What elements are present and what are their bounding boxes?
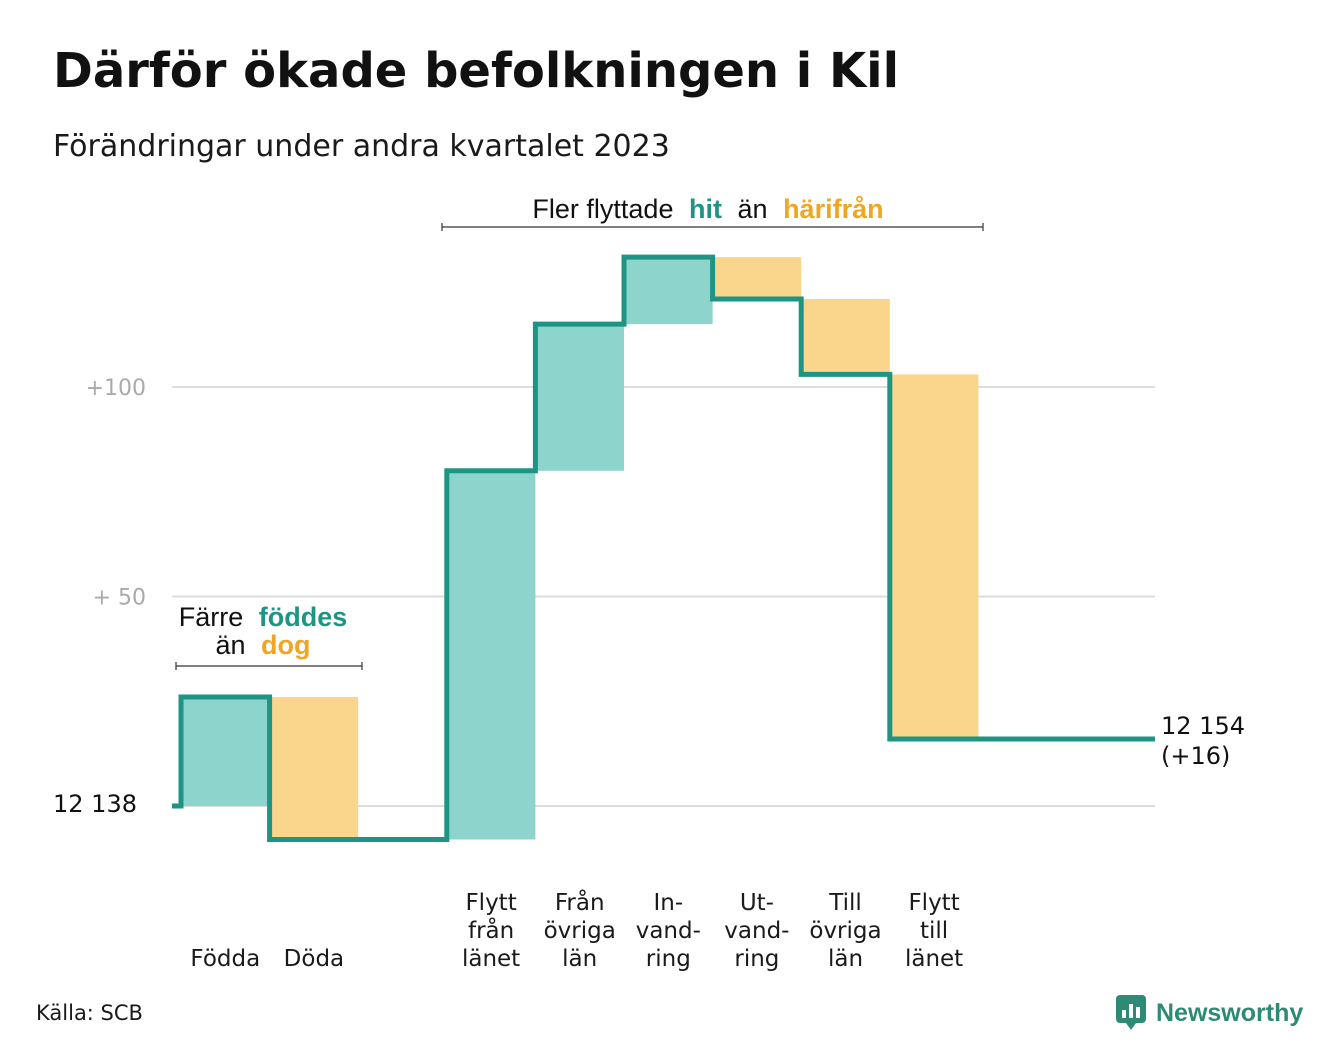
end-change-label: (+16) xyxy=(1161,742,1230,770)
waterfall-bar xyxy=(535,324,624,471)
waterfall-bar xyxy=(712,257,802,300)
category-label: från xyxy=(468,916,514,944)
category-label: övriga xyxy=(809,918,881,944)
step-line-group xyxy=(172,254,1155,843)
category-label: Födda xyxy=(190,946,260,972)
waterfall-bar xyxy=(624,257,713,325)
brand-name: Newsworthy xyxy=(1156,998,1304,1027)
category-label: In- xyxy=(653,890,683,916)
category-label: Flytt xyxy=(465,890,516,916)
category-label: län xyxy=(828,946,863,972)
category-label: vand- xyxy=(724,918,789,944)
category-label: Flytt xyxy=(908,890,959,916)
births-annotation-highlight: föddes xyxy=(259,602,348,632)
category-label: Ut- xyxy=(740,890,774,916)
waterfall-bar xyxy=(181,697,270,806)
category-label: länet xyxy=(462,946,520,972)
category-label: ring xyxy=(646,946,691,972)
source-note: Källa: SCB xyxy=(36,1001,143,1025)
births-annotation: Färre föddes än dog xyxy=(175,602,363,670)
step-line xyxy=(172,254,1155,843)
births-annotation-prefix-2: än xyxy=(215,630,245,660)
deaths-annotation-highlight: dog xyxy=(261,630,310,660)
svg-text:Fler flyttade hit: Fler flyttade hit än härifrån xyxy=(532,194,883,224)
waterfall-bar xyxy=(446,470,536,840)
migration-annotation-out: härifrån xyxy=(783,194,884,224)
migration-annotation: Fler flyttade hit än härifrån xyxy=(441,194,984,231)
waterfall-bar xyxy=(801,299,890,375)
newsworthy-logo-icon xyxy=(1116,995,1146,1030)
waterfall-bars xyxy=(181,257,979,840)
category-label: till xyxy=(920,918,948,944)
end-value-label: 12 154 xyxy=(1161,712,1245,740)
chart-title: Därför ökade befolkningen i Kil xyxy=(53,43,900,99)
chart-subtitle: Förändringar under andra kvartalet 2023 xyxy=(53,129,670,164)
start-value-label: 12 138 xyxy=(53,790,137,818)
category-label: länet xyxy=(905,946,963,972)
category-label: ring xyxy=(734,946,779,972)
waterfall-bar xyxy=(269,697,359,840)
y-tick-label: + 50 xyxy=(93,586,146,611)
svg-text:Färre föddes: Färre föddes xyxy=(179,602,348,632)
category-label: Döda xyxy=(284,946,344,972)
category-label: övriga xyxy=(544,918,616,944)
migration-annotation-prefix: Fler flyttade xyxy=(532,194,673,224)
category-label: län xyxy=(562,946,597,972)
y-tick-label: +100 xyxy=(86,376,146,401)
category-label: vand- xyxy=(636,918,701,944)
migration-annotation-in: hit xyxy=(689,194,722,224)
births-annotation-prefix: Färre xyxy=(179,602,244,632)
waterfall-bar xyxy=(889,374,979,739)
category-label: Från xyxy=(555,888,605,916)
category-label: Till xyxy=(828,890,862,916)
newsworthy-logo: Newsworthy xyxy=(1116,993,1303,1033)
migration-annotation-middle: än xyxy=(738,194,768,224)
svg-text:än dog: än dog xyxy=(215,630,310,660)
